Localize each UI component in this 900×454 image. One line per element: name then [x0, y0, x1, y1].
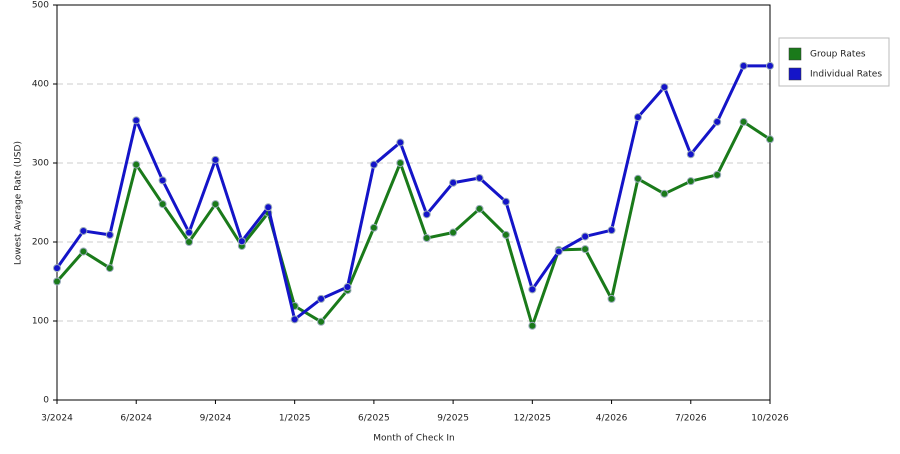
data-point [501, 197, 510, 206]
data-point [369, 223, 378, 232]
series-line [55, 120, 771, 328]
data-point [132, 160, 141, 169]
data-point [554, 247, 563, 256]
y-tick-label: 300 [32, 159, 49, 169]
data-point [317, 317, 326, 326]
data-point [79, 247, 88, 256]
y-tick-label: 400 [32, 80, 49, 90]
data-point [317, 294, 326, 303]
data-point [132, 116, 141, 125]
data-point [422, 234, 431, 243]
data-point [739, 117, 748, 126]
data-point [528, 285, 537, 294]
data-point [739, 61, 748, 70]
legend-swatch [788, 47, 802, 61]
legend-label: Group Rates [810, 50, 866, 60]
data-point [185, 228, 194, 237]
x-tick-label: 7/2026 [675, 414, 707, 424]
data-point [581, 232, 590, 241]
series-line [55, 64, 770, 321]
data-point [290, 315, 299, 324]
data-point [158, 200, 167, 209]
legend-swatch [788, 67, 802, 81]
x-axis-label: Month of Check In [373, 434, 455, 444]
data-point [105, 230, 114, 239]
data-point [79, 226, 88, 235]
plot-frame [56, 4, 771, 401]
x-tick-label: 10/2026 [751, 414, 789, 424]
data-point [713, 117, 722, 126]
data-point [660, 189, 669, 198]
data-point [475, 174, 484, 183]
data-point [449, 178, 458, 187]
x-tick-label: 12/2025 [514, 414, 551, 424]
data-point [501, 230, 510, 239]
data-point [766, 61, 774, 70]
data-point [449, 228, 458, 237]
x-tick-label: 9/2024 [200, 414, 232, 424]
data-point [607, 226, 616, 235]
data-point [581, 245, 590, 254]
data-point [633, 113, 642, 122]
data-point [53, 264, 61, 273]
y-tick-label: 200 [32, 238, 49, 248]
x-tick-label: 1/2025 [279, 414, 311, 424]
data-point [158, 176, 167, 185]
data-point [528, 321, 537, 330]
x-tick-label: 6/2025 [358, 414, 390, 424]
data-point [633, 174, 642, 183]
data-point [185, 238, 194, 246]
y-tick-label: 500 [32, 1, 49, 11]
data-point [713, 170, 722, 179]
data-point [264, 203, 273, 212]
data-point [237, 237, 246, 246]
data-point [686, 150, 695, 159]
data-point [396, 138, 405, 147]
legend-label: Individual Rates [810, 70, 882, 80]
y-axis-label: Lowest Average Rate (USD) [14, 141, 24, 265]
x-tick-label: 3/2024 [41, 414, 73, 424]
data-point [686, 177, 695, 186]
data-point [105, 264, 114, 273]
data-point [53, 277, 61, 286]
data-point [766, 135, 774, 144]
data-point [422, 210, 431, 219]
data-point [475, 204, 484, 213]
y-tick-label: 0 [43, 396, 49, 406]
x-tick-label: 9/2025 [437, 414, 469, 424]
data-point [660, 83, 669, 92]
x-tick-label: 4/2026 [596, 414, 628, 424]
x-tick-label: 6/2024 [120, 414, 152, 424]
y-tick-label: 100 [32, 317, 49, 327]
data-point [396, 159, 405, 167]
data-point [211, 155, 220, 164]
data-point [211, 200, 220, 209]
data-point [369, 160, 378, 169]
data-point [607, 294, 616, 303]
data-point [343, 283, 352, 292]
